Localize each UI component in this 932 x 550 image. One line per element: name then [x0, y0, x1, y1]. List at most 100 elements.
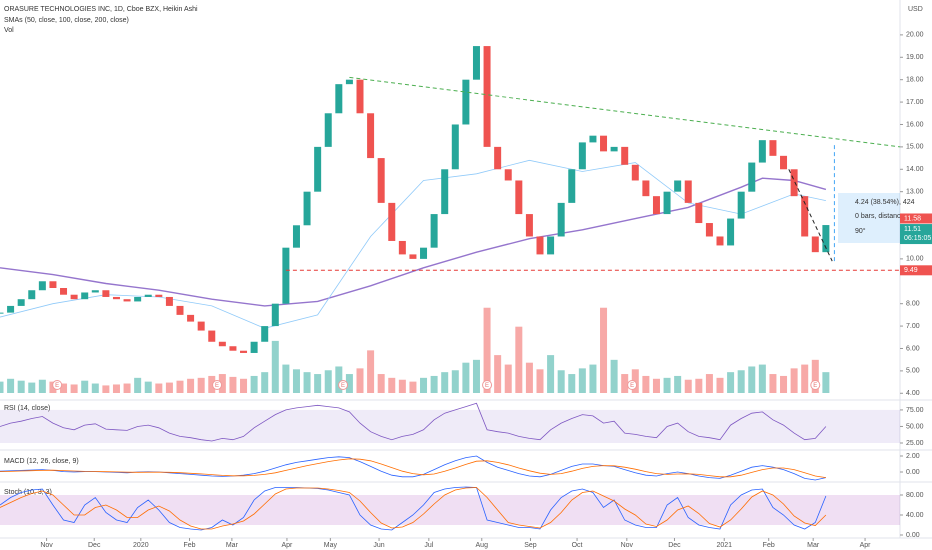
- candle: [49, 281, 57, 288]
- candle: [621, 146, 629, 165]
- earnings-label: E: [55, 383, 59, 389]
- volume-bar: [568, 374, 576, 393]
- volume-bar: [7, 378, 15, 393]
- volume-bar: [600, 307, 608, 393]
- x-tick-label: Feb: [183, 542, 195, 549]
- candle: [28, 290, 36, 300]
- volume-bar: [451, 370, 459, 393]
- y-tick-label: 7.00: [906, 323, 920, 330]
- volume-bar: [674, 375, 682, 393]
- candle: [240, 350, 248, 353]
- volume-bar: [430, 375, 438, 393]
- earnings-label: E: [485, 383, 489, 389]
- candle: [600, 135, 608, 152]
- volume-bar: [716, 377, 724, 393]
- volume-bar: [727, 372, 735, 393]
- volume-label: Vol: [4, 27, 14, 34]
- candle: [737, 191, 745, 219]
- volume-bar: [250, 375, 258, 393]
- candle: [292, 225, 300, 248]
- y-tick-label: 14.00: [906, 166, 924, 173]
- x-tick-label: Aug: [476, 542, 489, 549]
- macd-label: MACD (12, 26, close, 9): [4, 458, 79, 465]
- volume-bar: [240, 378, 248, 393]
- candle: [303, 191, 311, 226]
- candle: [208, 330, 216, 342]
- y-tick-label: 0.00: [906, 469, 920, 476]
- candle: [801, 196, 809, 237]
- volume-bar: [589, 364, 597, 393]
- x-tick-label: Mar: [226, 542, 239, 549]
- candle: [70, 294, 78, 300]
- candle: [705, 223, 713, 237]
- volume-bar: [557, 370, 565, 393]
- volume-bar: [123, 383, 131, 393]
- x-tick-label: 2021: [716, 542, 732, 549]
- candle: [451, 124, 459, 170]
- volume-bar: [91, 383, 99, 393]
- price-badge-label: 9.49: [904, 267, 918, 274]
- volume-bar: [176, 380, 184, 393]
- candle: [324, 113, 332, 147]
- candle: [345, 79, 353, 85]
- volume-bar: [229, 376, 237, 393]
- y-tick-label: 5.00: [906, 368, 920, 375]
- volume-bar: [758, 364, 766, 393]
- x-tick-label: Sep: [524, 542, 537, 549]
- candle: [17, 299, 25, 306]
- volume-bar: [642, 375, 650, 393]
- volume-bar: [197, 377, 205, 393]
- candle: [229, 346, 237, 351]
- candle: [589, 135, 597, 143]
- earnings-label: E: [813, 383, 817, 389]
- volume-bar: [324, 370, 332, 393]
- x-tick-label: Dec: [668, 542, 681, 549]
- y-tick-label: 75.00: [906, 407, 924, 414]
- y-tick-label: 15.00: [906, 144, 924, 151]
- candle: [197, 321, 205, 331]
- volume-bar: [292, 369, 300, 393]
- candle: [377, 158, 385, 203]
- volume-bar: [261, 372, 269, 393]
- volume-bar: [420, 377, 428, 393]
- candle: [557, 202, 565, 237]
- candle: [716, 236, 724, 246]
- candle: [441, 169, 449, 215]
- candle: [748, 162, 756, 192]
- volume-bar: [282, 364, 290, 393]
- countdown: 06:15:05: [904, 235, 931, 242]
- earnings-label: E: [341, 383, 345, 389]
- measure-text: 0 bars, distance:: [855, 213, 906, 220]
- candle: [367, 113, 375, 159]
- candle: [271, 303, 279, 327]
- volume-bar: [695, 378, 703, 393]
- earnings-marker: [627, 380, 638, 390]
- earnings-marker: [212, 380, 223, 390]
- candle: [430, 214, 438, 248]
- volume-bar: [134, 377, 142, 393]
- earnings-marker: [810, 380, 821, 390]
- x-tick-label: Mar: [807, 542, 820, 549]
- candle: [155, 294, 163, 297]
- volume-bar: [218, 374, 226, 393]
- candle: [165, 296, 173, 306]
- rsi-label: RSI (14, close): [4, 405, 50, 412]
- candle: [472, 46, 480, 80]
- candle: [388, 202, 396, 241]
- candle: [494, 146, 502, 170]
- y-tick-label: 18.00: [906, 77, 924, 84]
- measure-text: 4.24 (38.54%), 424: [855, 199, 915, 206]
- price-badge: [900, 265, 932, 276]
- candle: [758, 140, 766, 163]
- volume-bar: [398, 379, 406, 393]
- volume-bar: [472, 359, 480, 393]
- candle: [652, 196, 660, 215]
- candle: [250, 341, 258, 353]
- volume-bar: [112, 384, 120, 393]
- x-tick-label: Dec: [88, 542, 101, 549]
- y-tick-label: 17.00: [906, 99, 924, 106]
- volume-bar: [208, 375, 216, 393]
- candle: [547, 236, 555, 255]
- y-tick-label: 25.00: [906, 440, 924, 447]
- volume-bar: [790, 368, 798, 393]
